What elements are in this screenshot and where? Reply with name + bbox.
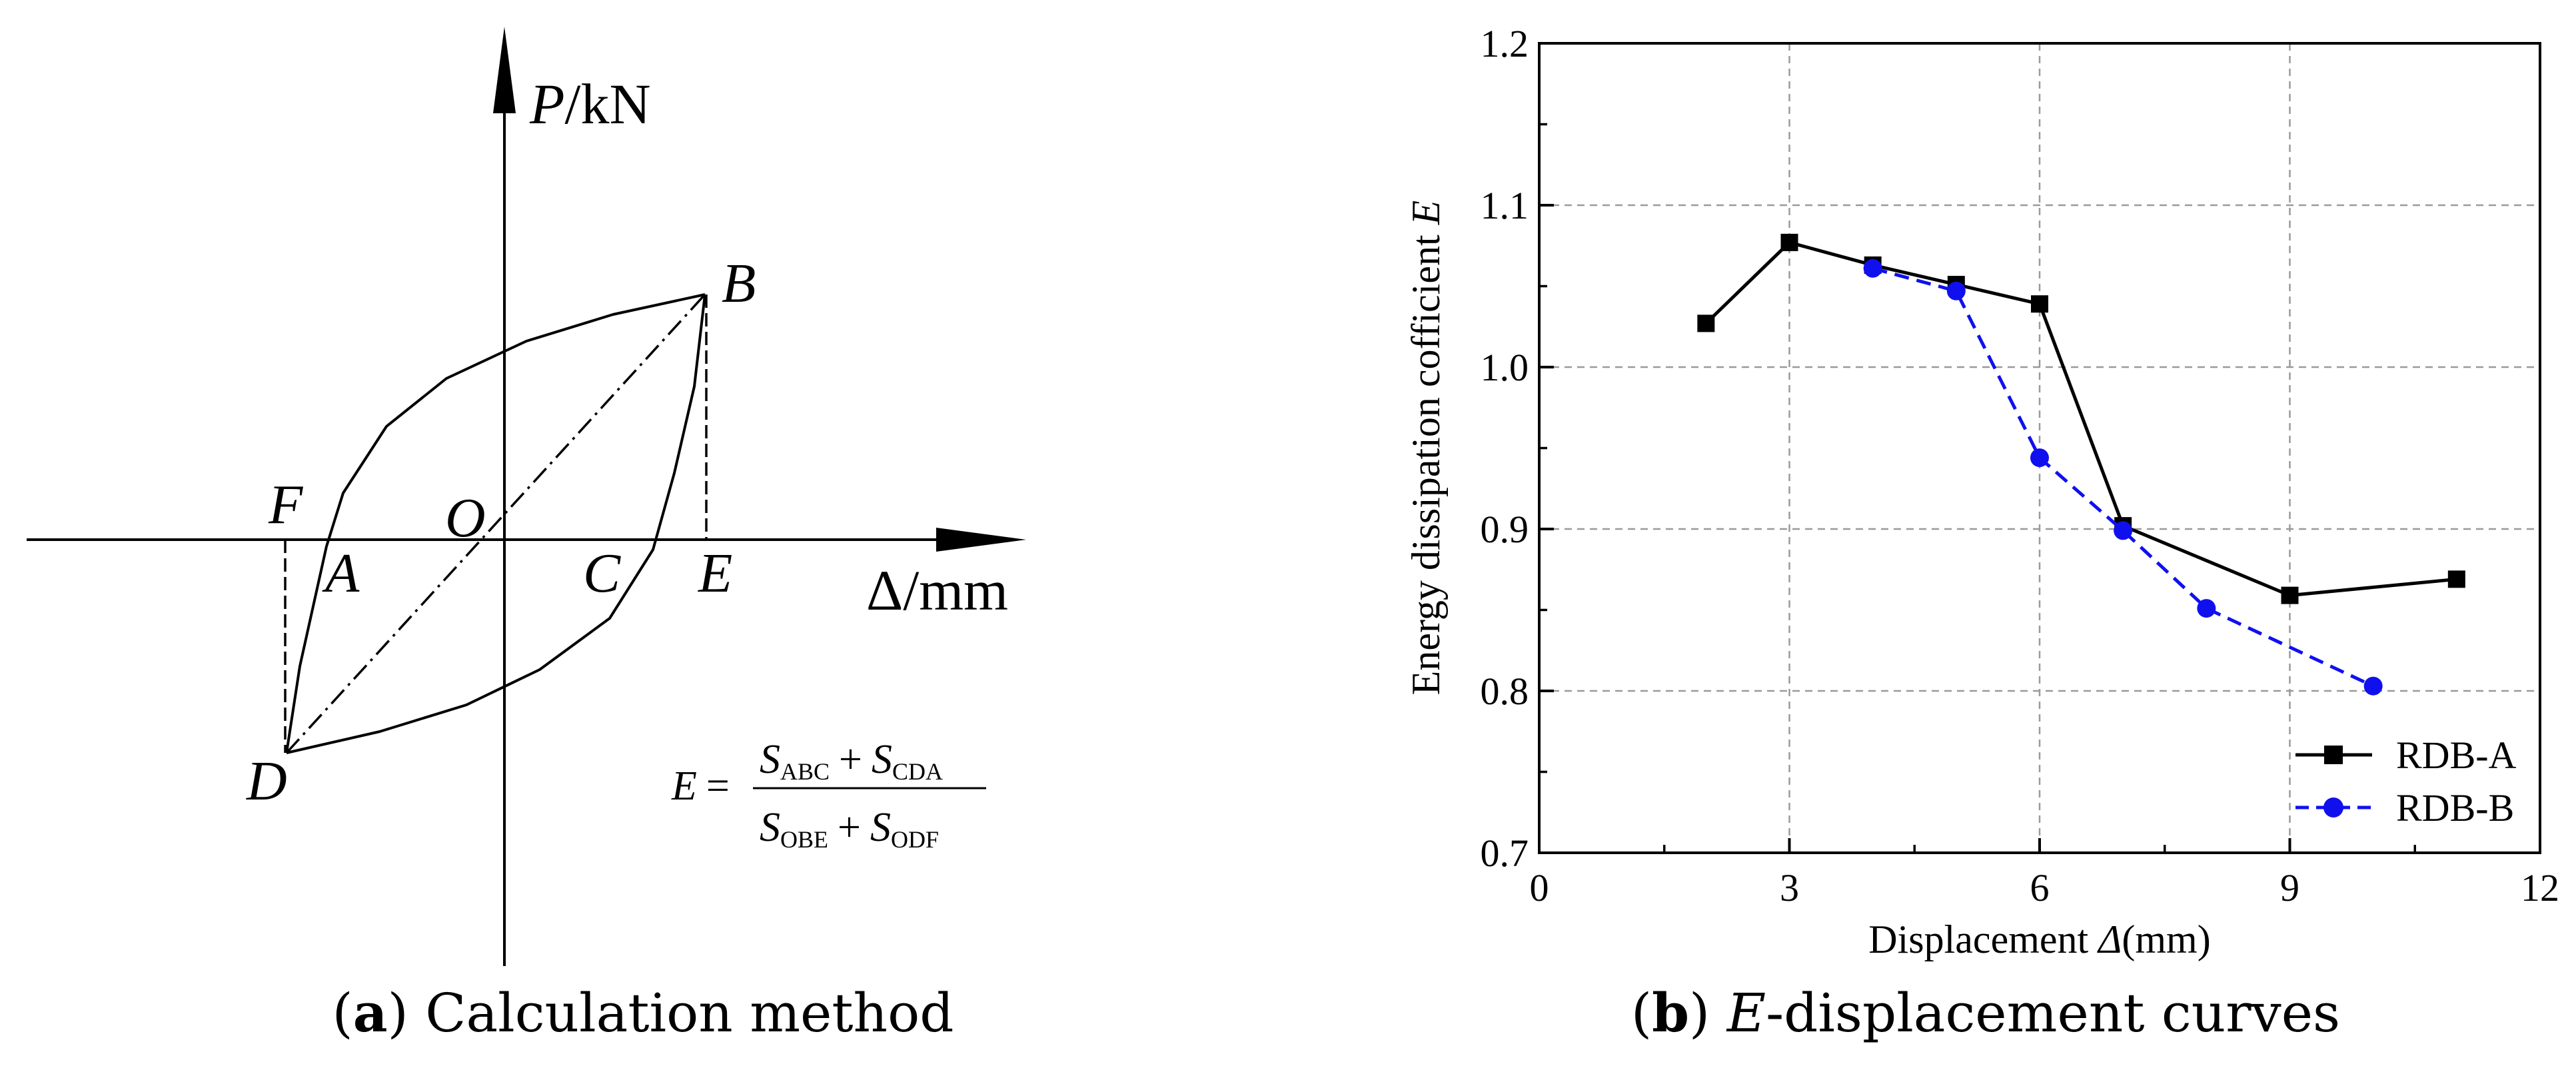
formula-lhs: E = (671, 764, 730, 809)
data-point-rdb-a (2031, 295, 2048, 313)
data-point-rdb-a (2447, 570, 2465, 588)
panel-b-caption-e: E (1726, 982, 1766, 1044)
data-point-rdb-a (1780, 233, 1798, 251)
point-label-d: D (246, 750, 287, 812)
formula-e: E (671, 764, 697, 809)
legend-rdb-b-label: RDB-B (2396, 786, 2514, 829)
data-point-rdb-a (1697, 314, 1715, 332)
y-tick-label: 0.9 (1481, 508, 1529, 551)
x-tick-label: 9 (2280, 866, 2299, 909)
legend-rdb-a-marker (2324, 746, 2343, 764)
formula-s4: S (870, 805, 891, 850)
point-label-o: O (445, 487, 486, 549)
series-line-rdb-a (1704, 241, 2457, 598)
formula-sub-cda: CDA (892, 758, 943, 785)
data-point-rdb-a (2281, 586, 2299, 604)
panel-b-caption-text: -displacement curves (1766, 982, 2340, 1044)
data-point-rdb-b (2363, 676, 2383, 696)
hysteresis-loop-lower (286, 294, 706, 754)
x-tick-label: 0 (1530, 866, 1549, 909)
data-point-rdb-b (2114, 521, 2133, 540)
point-label-e: E (698, 542, 732, 604)
x-axis-title-prefix: Displacement (1868, 917, 2098, 961)
chart-y-axis-title: Energy dissipation cofficient E (1404, 201, 1448, 696)
formula: E = SABC + SCDA SOBE + SODF (671, 737, 986, 853)
panel-a-caption-text: Calculation method (408, 982, 954, 1044)
x-axis-title-suffix: (mm) (2122, 917, 2210, 961)
hysteresis-loop-upper (285, 293, 706, 754)
y-tick-label: 0.8 (1481, 670, 1529, 713)
point-label-a: A (322, 542, 360, 604)
y-axis-label-unit: /kN (565, 72, 651, 136)
legend-rdb-a-label: RDB-A (2396, 734, 2517, 777)
y-tick-label: 1.2 (1481, 22, 1529, 65)
data-point-rdb-b (1863, 259, 1882, 278)
formula-sub-obe: OBE (780, 826, 828, 853)
x-tick-label: 3 (1780, 866, 1799, 909)
data-point-rdb-b (2030, 448, 2049, 468)
formula-sub-odf: ODF (891, 826, 939, 853)
point-label-c: C (583, 542, 621, 604)
panel-a-calculation-method: P/kN Δ/mm B F O A C E D E = SABC + SCDA SOB… (27, 27, 1026, 1044)
y-axis-title-e: E (1404, 201, 1448, 226)
point-label-b: B (722, 253, 756, 314)
formula-numerator: SABC + SCDA (760, 737, 943, 785)
axis-ticks: 0 3 6 9 12 0.7 0.8 0.9 1.0 1.1 1.2 (1481, 22, 2560, 909)
y-axis-title-prefix: Energy dissipation cofficient (1404, 225, 1448, 695)
y-axis-arrow (493, 27, 516, 113)
panel-a-caption: (a) Calculation method (332, 981, 954, 1044)
formula-sub-abc: ABC (780, 758, 830, 785)
x-axis-label-delta: Δ (866, 558, 903, 622)
formula-equals: = (706, 764, 730, 809)
data-point-rdb-b (1946, 281, 1966, 300)
formula-plus-2: + (838, 805, 861, 850)
x-tick-label: 12 (2521, 866, 2559, 909)
formula-s3: S (760, 805, 780, 850)
panel-b-chart: 0 3 6 9 120.70.80.91.01.11.2 Displacement Δ(… (1404, 22, 2559, 1044)
y-tick-label: 1.0 (1481, 346, 1529, 389)
legend-rdb-b-marker (2323, 798, 2343, 817)
chart-x-axis-title: Displacement Δ(mm) (1868, 917, 2210, 961)
panel-b-caption-letter: b (1652, 981, 1689, 1044)
y-axis-label: P/kN (529, 72, 651, 136)
formula-s2: S (872, 737, 892, 782)
panel-b-caption: (b) E-displacement curves (1631, 981, 2340, 1044)
legend: RDB-A RDB-B (2295, 734, 2517, 829)
x-axis-label: Δ/mm (866, 558, 1008, 622)
formula-plus-1: + (839, 737, 862, 782)
x-axis-label-unit: /mm (903, 558, 1008, 622)
x-axis-title-delta: Δ (2097, 917, 2122, 961)
formula-s1: S (760, 737, 780, 782)
panel-a-caption-letter: a (353, 981, 388, 1044)
x-axis-arrow (936, 528, 1026, 552)
formula-denominator: SOBE + SODF (760, 805, 939, 853)
grid (1539, 43, 2540, 853)
series-line-rdb-b (1872, 266, 2374, 688)
x-tick-label: 6 (2030, 866, 2050, 909)
y-tick-label: 1.1 (1481, 184, 1529, 227)
data-point-rdb-b (2197, 599, 2216, 618)
point-label-f: F (268, 474, 304, 536)
diagonal-d-b (285, 293, 706, 754)
y-tick-label: 0.7 (1481, 831, 1529, 875)
series (1697, 233, 2465, 696)
y-axis-label-p: P (529, 72, 565, 136)
